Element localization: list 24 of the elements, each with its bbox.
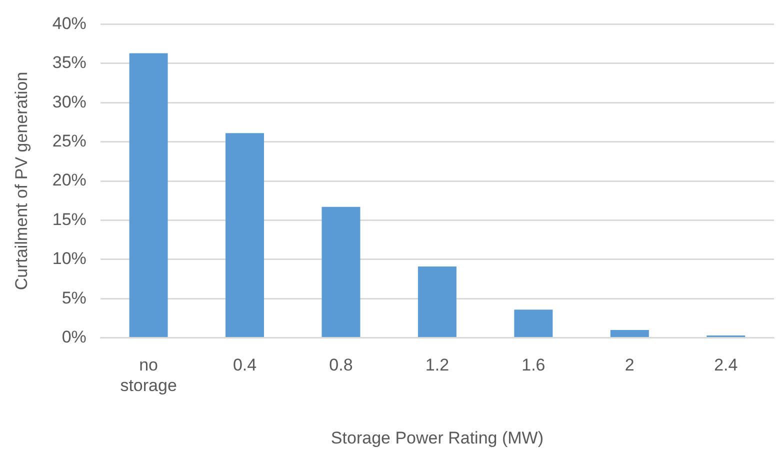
bar xyxy=(322,206,360,338)
y-tick-label: 10% xyxy=(52,249,86,268)
x-axis-title: Storage Power Rating (MW) xyxy=(330,428,544,448)
x-tick-label: 0.8 xyxy=(329,356,353,375)
bar xyxy=(418,266,456,338)
y-axis-title: Curtailment of PV generation xyxy=(12,72,31,290)
y-tick-label: 0% xyxy=(62,327,86,346)
y-tick-label: 5% xyxy=(62,288,86,308)
bar xyxy=(129,53,168,338)
x-tick-label: 2.4 xyxy=(714,356,738,375)
y-tick-label: 40% xyxy=(52,14,86,33)
x-tick-label: 0.4 xyxy=(232,356,257,375)
bar xyxy=(514,310,553,338)
bar xyxy=(226,133,264,338)
x-tick-label: no storage xyxy=(120,356,177,396)
y-tick-label: 30% xyxy=(52,92,86,112)
bar xyxy=(610,330,649,338)
y-tick-label: 20% xyxy=(52,170,86,190)
x-tick-label: 2 xyxy=(624,356,634,375)
y-tick-label: 25% xyxy=(52,131,86,150)
x-tick-label: 1.2 xyxy=(425,356,450,375)
y-tick-label: 35% xyxy=(52,53,86,72)
y-tick-label: 15% xyxy=(52,210,86,229)
x-tick-label: 1.6 xyxy=(522,356,546,375)
